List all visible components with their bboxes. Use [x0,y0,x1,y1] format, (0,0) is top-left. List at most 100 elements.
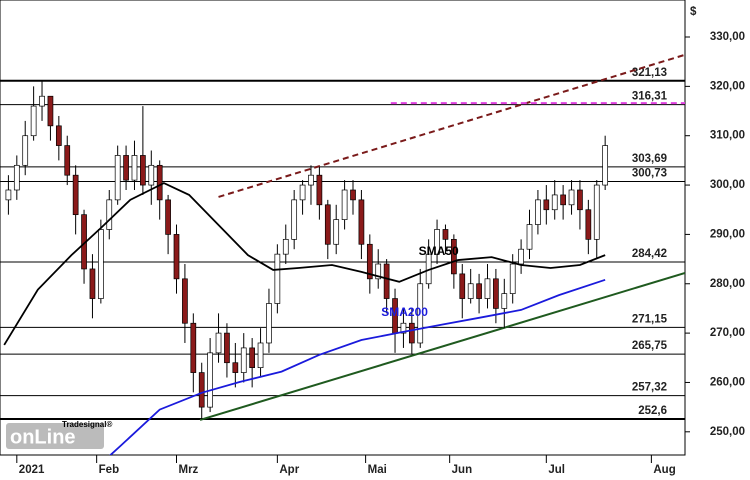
y-tick-label: 280,00 [710,278,745,290]
candle-body [476,283,482,299]
candle-body [501,293,508,309]
candle-body [190,322,197,373]
candle-body [5,189,12,201]
candle-body [47,95,54,127]
y-tick-label: 300,00 [710,179,745,191]
candle-body [240,347,247,373]
candle-body [408,322,415,344]
x-tick-label: Aug [653,464,675,476]
candle-body [341,189,348,220]
y-tick-label: 260,00 [710,376,745,388]
candle-body [467,283,474,299]
candle-body [72,174,79,216]
level-label: 303,69 [632,153,667,165]
logo-box [6,423,104,449]
candle-body [215,332,222,354]
candle-body [55,125,62,146]
candle-body [568,189,575,206]
candle-body [299,184,306,201]
candle-body [350,189,356,201]
candle-body [366,243,373,280]
candle-body [551,194,558,211]
y-tick-label: 310,00 [710,130,745,142]
trendline [218,53,685,198]
sma-line [109,278,606,455]
level-label: 257,32 [632,382,667,394]
candle-body [493,278,499,309]
level-label: 265,75 [632,340,668,352]
trendline [199,271,685,421]
y-tick-label: 290,00 [710,228,745,240]
candle-body [316,174,323,206]
logo-brand: Tradesignal® [62,420,112,429]
candle-body [182,278,188,324]
candle-body [560,194,566,206]
levels: 321,13 316,31 303,69 300,73 284,42 271,15 265,… [0,67,685,420]
y-tick-label: 270,00 [710,327,745,339]
candle-body [173,234,180,280]
candle-body [375,263,382,280]
candle-body [308,174,314,186]
candle-body [383,263,390,299]
candle-body [417,283,424,344]
x-tick-label: Jun [452,464,472,476]
candle-body [577,189,583,211]
series-label: SMA50 [419,244,459,258]
candle-body [140,155,146,186]
candle-body [291,199,298,240]
candle-body [257,342,264,369]
candle-body [131,155,138,181]
candle-body [123,155,129,181]
candle-body [249,347,255,369]
y-tick-label: 320,00 [710,80,745,92]
candle-body [484,278,491,299]
plot [3,53,685,455]
candle-body [22,135,29,166]
candle-body [64,145,71,176]
candle-body [358,199,365,245]
candle-body [451,238,457,275]
candle-body [400,322,407,334]
x-tick-label: 2021 [19,464,45,476]
candle-body [98,229,104,299]
level-label: 252,6 [638,405,667,417]
candle-body [593,184,600,240]
candle-body [526,224,533,250]
x-tick-label: Mrz [179,464,199,476]
level-label: 271,15 [632,313,668,325]
candle-body [324,204,331,245]
logo-text: onLine [10,426,76,448]
level-label: 300,73 [632,167,667,179]
candle-body [509,263,516,294]
candle-body [39,95,45,107]
x-tick-label: Apr [279,464,299,476]
candle-body [518,248,524,265]
candle-body [585,209,592,240]
candle-body [602,145,609,186]
candle-body [442,229,449,240]
candle-body [434,229,440,255]
currency: $ [690,6,697,18]
sma-line [3,182,606,346]
candle-body [224,332,230,364]
series-label: SMA200 [381,305,428,319]
candle-body [106,199,113,230]
candle-body [89,268,96,299]
candle-body [148,164,155,186]
candle-body [535,199,541,225]
plot-area [0,0,686,456]
candle-body [543,199,550,211]
candle-body [459,273,466,299]
candle-body [198,372,205,408]
y-tick-label: 330,00 [710,31,745,43]
level-label: 316,31 [632,91,668,103]
x-tick-label: Mai [368,464,387,476]
axes: 250,00 260,00 270,00 280,00 290,00 300,00 310,… [16,31,745,476]
x-tick-label: Feb [99,464,119,476]
candle-body [282,238,289,255]
candle-body [156,164,163,201]
y-tick-label: 250,00 [710,426,745,438]
x-tick-label: Jul [548,464,565,476]
level-label: 321,13 [632,67,667,79]
